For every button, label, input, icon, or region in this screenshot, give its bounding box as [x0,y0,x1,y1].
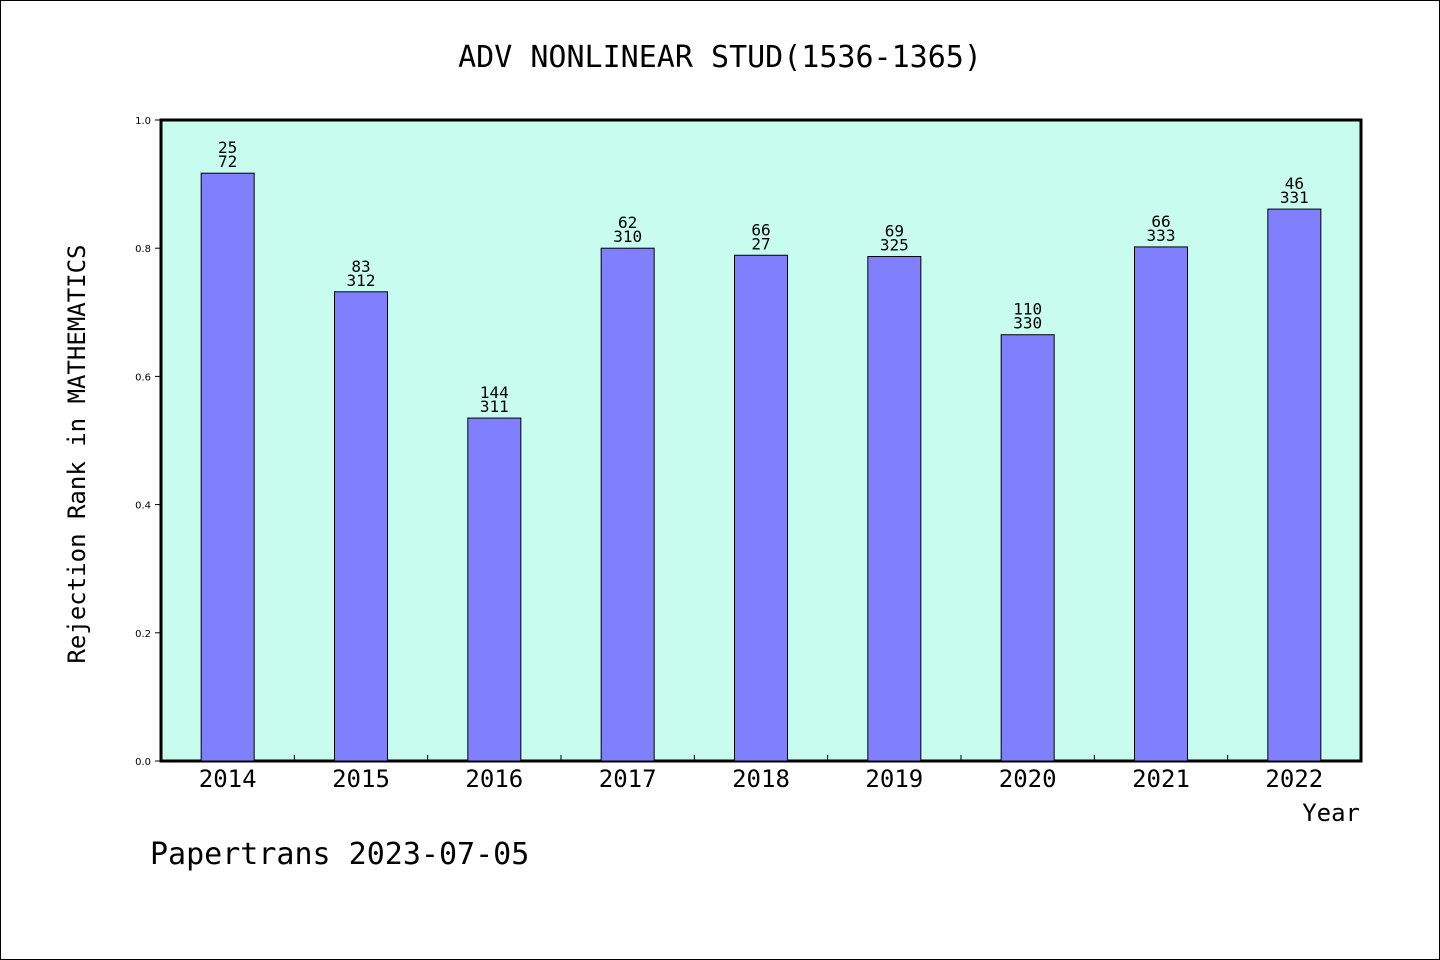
x-tick-label: 2021 [1132,765,1190,793]
y-axis-label: Rejection Rank in MATHEMATICS [63,244,91,663]
x-tick-label: 2014 [199,765,257,793]
footer-credit: Papertrans 2023-07-05 [150,837,529,872]
x-axis-label: Year [1302,799,1360,827]
x-tick-label: 2020 [999,765,1057,793]
y-tick-label: 0.6 [135,372,151,383]
y-tick-label: 0.4 [135,501,151,512]
bar-label-bottom: 310 [613,227,642,246]
bar-2017 [600,247,655,762]
bar-label-bottom: 72 [218,152,237,171]
bar-label-top: 144 [480,383,509,402]
bar-label-bottom: 331 [1280,188,1309,207]
bar-label-top: 25 [218,138,237,157]
bar-label-top: 62 [618,213,637,232]
bar-2020 [1000,334,1055,762]
y-tick-label: 0.2 [135,629,151,640]
bar-label-top: 46 [1285,174,1304,193]
x-tick-label: 2018 [732,765,790,793]
y-axis-ticks: 0.0 0.2 0.4 0.6 0.8 1.0 [135,116,161,768]
x-tick-label: 2019 [865,765,923,793]
y-tick-label: 0.8 [135,244,151,255]
x-tick-label: 2015 [332,765,390,793]
bar-label-bottom: 333 [1147,226,1176,245]
bar-2016 [467,417,522,762]
chart-title: ADV NONLINEAR STUD(1536-1365) [458,40,982,75]
x-tick-label: 2016 [465,765,523,793]
bar-2014 [200,172,255,762]
bar-label-bottom: 325 [880,236,909,255]
bar-label-top: 69 [885,222,904,241]
bar-2021 [1134,246,1188,762]
y-tick-label: 0.0 [135,757,151,768]
bar-2019 [867,256,922,762]
bars [200,172,1322,762]
bar-label-bottom: 27 [751,234,770,253]
bar-label-top: 110 [1013,300,1042,319]
bar-label-bottom: 311 [480,397,509,416]
bar-label-bottom: 312 [347,271,376,290]
bar-2015 [334,291,388,762]
x-axis-ticks [293,755,1229,761]
bar-label-top: 66 [1151,212,1170,231]
bar-label-bottom: 330 [1013,314,1042,333]
bar-2018 [734,254,788,762]
bar-label-top: 66 [751,220,770,239]
bar-2022 [1267,208,1322,762]
bar-label-top: 83 [351,257,370,276]
y-tick-label: 1.0 [135,116,151,127]
x-tick-label: 2017 [599,765,657,793]
x-tick-labels: 2014 2015 2016 2017 2018 2019 2020 2021 2022 [199,765,1323,793]
x-tick-label: 2022 [1265,765,1323,793]
